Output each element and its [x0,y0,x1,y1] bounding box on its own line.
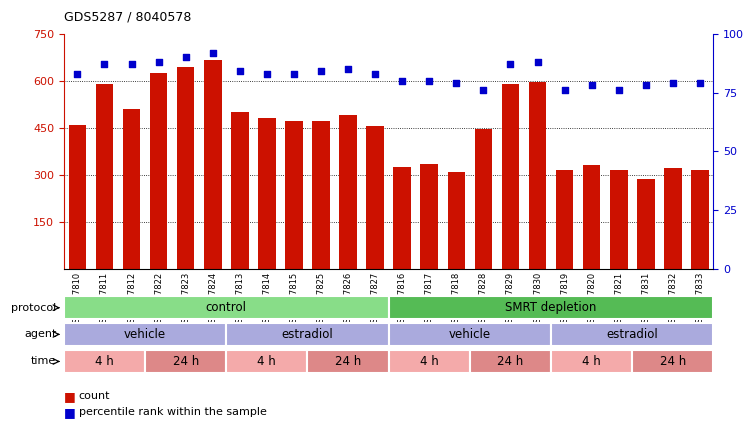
Point [152,59,164,66]
Text: 4 h: 4 h [95,355,114,368]
Point [532,59,544,66]
Point [694,80,706,87]
Bar [176,67,195,269]
Bar [366,126,384,269]
Point [505,61,517,68]
Bar [421,164,438,269]
Bar [204,60,222,269]
Bar [502,84,519,269]
Text: 24 h: 24 h [497,355,523,368]
Bar [68,125,86,269]
Text: GDS5287 / 8040578: GDS5287 / 8040578 [64,11,192,24]
Bar [610,170,628,269]
Bar [529,82,546,269]
Bar [122,109,140,269]
Bar [312,121,330,269]
Bar [448,172,465,269]
Point [397,77,409,84]
Text: ■: ■ [64,406,76,419]
Text: 4 h: 4 h [420,355,439,368]
Point [288,70,300,77]
Point [424,77,436,84]
Point [640,82,652,89]
Text: 4 h: 4 h [582,355,601,368]
Bar [637,179,655,269]
Point [207,49,219,56]
Text: SMRT depletion: SMRT depletion [505,301,597,314]
Point [71,70,83,77]
Bar [583,165,601,269]
Text: 24 h: 24 h [173,355,199,368]
Point [179,54,192,61]
Text: control: control [206,301,247,314]
Bar [285,121,303,269]
Point [369,70,381,77]
Bar [394,167,411,269]
Point [559,87,571,93]
Text: vehicle: vehicle [449,328,491,341]
Text: percentile rank within the sample: percentile rank within the sample [79,407,267,418]
Text: ■: ■ [64,390,76,403]
Bar [556,170,573,269]
Text: 24 h: 24 h [659,355,686,368]
Point [98,61,110,68]
Bar [95,84,113,269]
Bar [475,129,492,269]
Text: protocol: protocol [11,303,56,313]
Text: estradiol: estradiol [282,328,333,341]
Point [315,68,327,75]
Point [613,87,625,93]
Point [451,80,463,87]
Bar [149,73,167,269]
Text: estradiol: estradiol [606,328,658,341]
Bar [691,170,709,269]
Bar [664,168,682,269]
Text: 24 h: 24 h [335,355,361,368]
Point [667,80,679,87]
Bar [339,115,357,269]
Text: time: time [31,357,56,366]
Text: agent: agent [24,330,56,339]
Point [478,87,490,93]
Bar [231,112,249,269]
Text: count: count [79,391,110,401]
Point [261,70,273,77]
Bar [258,118,276,269]
Point [586,82,598,89]
Point [342,66,354,72]
Point [125,61,137,68]
Text: vehicle: vehicle [124,328,166,341]
Text: 4 h: 4 h [258,355,276,368]
Point [234,68,246,75]
